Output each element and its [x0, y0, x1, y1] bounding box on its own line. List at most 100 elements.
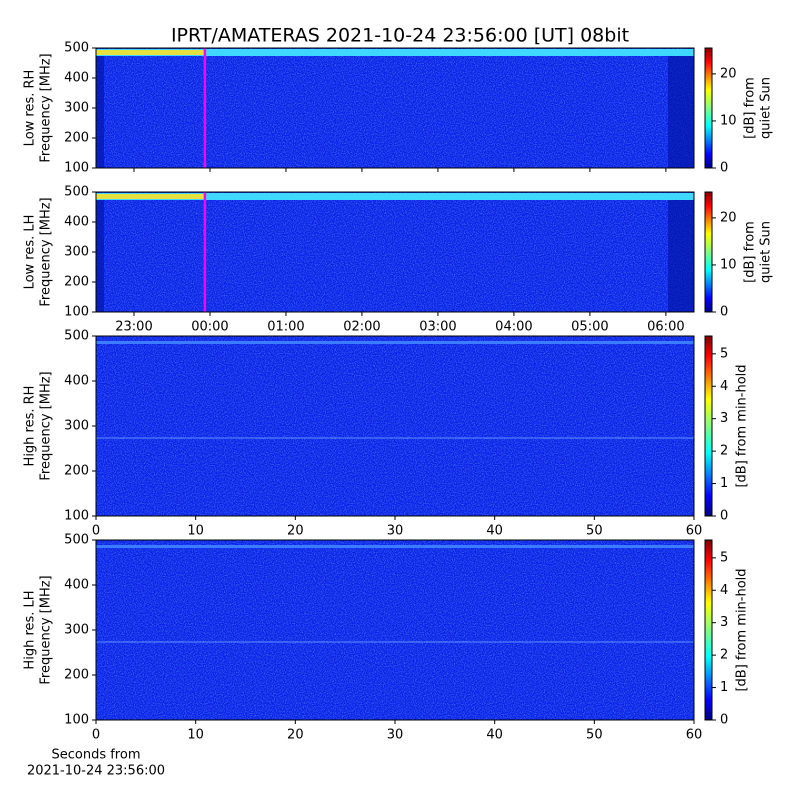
- band-right: [668, 56, 694, 168]
- colorbar-tick-label: 0: [720, 509, 728, 524]
- x-tick-label: 50: [586, 728, 603, 743]
- colorbar-tick-label: 20: [720, 210, 737, 225]
- colorbar-label: quiet Sun: [759, 77, 774, 139]
- y-tick-label: 100: [64, 509, 89, 524]
- band-top-hot: [96, 194, 206, 199]
- colorbar-label: [dB] from min-hold: [735, 364, 750, 487]
- spectrogram-noise: [96, 48, 694, 168]
- y-tick-label: 300: [64, 101, 89, 116]
- x-tick-label: 10: [187, 728, 204, 743]
- band-top: [96, 49, 694, 56]
- y-tick-label: 200: [64, 275, 89, 290]
- x-tick-label: 04:00: [495, 320, 532, 335]
- y-tick-label: 400: [64, 374, 89, 389]
- y-axis-label: Frequency [MHz]: [39, 575, 54, 684]
- spectrogram-noise: [96, 192, 694, 312]
- colorbar: [704, 191, 713, 313]
- colorbar-tick-label: 5: [720, 550, 728, 565]
- band-top: [96, 193, 694, 200]
- colorbar-tick-label: 5: [720, 346, 728, 361]
- colorbar-tick-label: 3: [720, 615, 728, 630]
- x-tick-label: 40: [486, 524, 503, 539]
- colorbar-tick-label: 2: [720, 648, 728, 663]
- y-tick-label: 400: [64, 215, 89, 230]
- x-tick-label: 0: [92, 728, 100, 743]
- colorbar-tick-label: 0: [720, 305, 728, 320]
- y-axis-label: Frequency [MHz]: [39, 53, 54, 162]
- colorbar-tick-label: 1: [720, 680, 728, 695]
- y-axis-label: High res. RH: [23, 386, 38, 467]
- x-tick-label: 03:00: [419, 320, 456, 335]
- x-tick-label: 05:00: [571, 320, 608, 335]
- colorbar-label: quiet Sun: [759, 221, 774, 283]
- x-tick-label: 20: [287, 728, 304, 743]
- x-tick-label: 60: [686, 524, 703, 539]
- y-tick-label: 400: [64, 71, 89, 86]
- x-tick-label: 00:00: [191, 320, 228, 335]
- y-tick-label: 300: [64, 623, 89, 638]
- band-top: [96, 545, 694, 548]
- x-tick-label: 02:00: [343, 320, 380, 335]
- x-tick-label: 10: [187, 524, 204, 539]
- x-tick-label: 60: [686, 728, 703, 743]
- colorbar: [704, 335, 713, 517]
- y-tick-label: 400: [64, 578, 89, 593]
- y-tick-label: 500: [64, 533, 89, 548]
- y-axis-label: Frequency [MHz]: [39, 371, 54, 480]
- y-axis-label: Low res. LH: [23, 215, 38, 290]
- colorbar-tick-label: 0: [720, 161, 728, 176]
- x-tick-label: 40: [486, 728, 503, 743]
- colorbar-tick-label: 10: [720, 257, 737, 272]
- y-tick-label: 300: [64, 245, 89, 260]
- colorbar-tick-label: 4: [720, 583, 728, 598]
- y-axis-label: Low res. RH: [23, 70, 38, 147]
- colorbar-tick-label: 3: [720, 411, 728, 426]
- band-top-hot: [96, 50, 206, 55]
- x-tick-label: 30: [387, 728, 404, 743]
- x-tick-label: 06:00: [647, 320, 684, 335]
- y-tick-label: 500: [64, 41, 89, 56]
- colorbar: [704, 539, 713, 721]
- y-tick-label: 200: [64, 131, 89, 146]
- y-tick-label: 200: [64, 668, 89, 683]
- band-left: [96, 56, 104, 168]
- y-axis-label: Frequency [MHz]: [39, 197, 54, 306]
- colorbar-label: [dB] from: [743, 221, 758, 283]
- colorbar: [704, 47, 713, 169]
- spectrogram-noise: [96, 540, 694, 720]
- colorbar-tick-label: 1: [720, 476, 728, 491]
- x-tick-label: 50: [586, 524, 603, 539]
- colorbar-label: [dB] from: [743, 77, 758, 139]
- x-axis-label: Seconds from: [51, 748, 140, 763]
- x-tick-label: 20: [287, 524, 304, 539]
- y-tick-label: 300: [64, 419, 89, 434]
- y-tick-label: 200: [64, 464, 89, 479]
- colorbar-tick-label: 0: [720, 713, 728, 728]
- spectrogram-noise: [96, 336, 694, 516]
- y-tick-label: 100: [64, 713, 89, 728]
- x-tick-label: 0: [92, 524, 100, 539]
- y-tick-label: 100: [64, 161, 89, 176]
- x-tick-label: 01:00: [267, 320, 304, 335]
- colorbar-tick-label: 10: [720, 113, 737, 128]
- y-tick-label: 100: [64, 305, 89, 320]
- y-tick-label: 500: [64, 185, 89, 200]
- band-right: [668, 200, 694, 312]
- y-tick-label: 500: [64, 329, 89, 344]
- x-tick-label: 23:00: [115, 320, 152, 335]
- band-left: [96, 200, 104, 312]
- colorbar-tick-label: 20: [720, 66, 737, 81]
- colorbar-tick-label: 2: [720, 444, 728, 459]
- y-axis-label: High res. LH: [23, 590, 38, 669]
- band-top: [96, 341, 694, 344]
- colorbar-tick-label: 4: [720, 379, 728, 394]
- x-tick-label: 30: [387, 524, 404, 539]
- figure-title: IPRT/AMATERAS 2021-10-24 23:56:00 [UT] 0…: [171, 25, 629, 47]
- x-axis-label: 2021-10-24 23:56:00: [27, 764, 165, 779]
- colorbar-label: [dB] from min-hold: [735, 568, 750, 691]
